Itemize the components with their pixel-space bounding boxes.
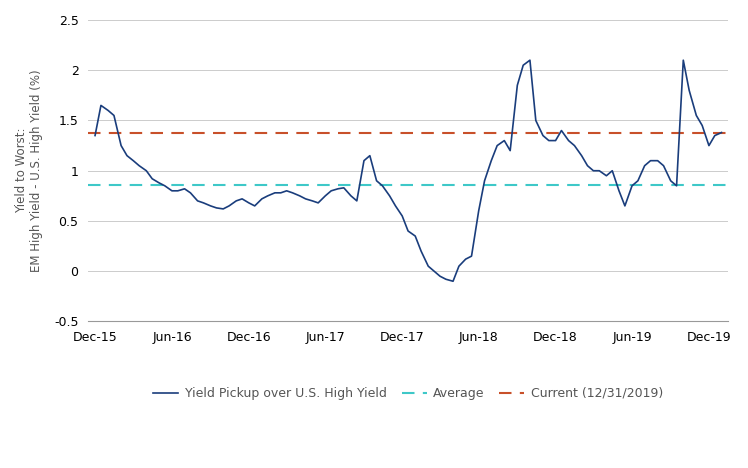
Legend: Yield Pickup over U.S. High Yield, Average, Current (12/31/2019): Yield Pickup over U.S. High Yield, Avera… (148, 382, 668, 405)
Y-axis label: Yield to Worst:
EM High Yield - U.S. High Yield (%): Yield to Worst: EM High Yield - U.S. Hig… (15, 69, 43, 272)
